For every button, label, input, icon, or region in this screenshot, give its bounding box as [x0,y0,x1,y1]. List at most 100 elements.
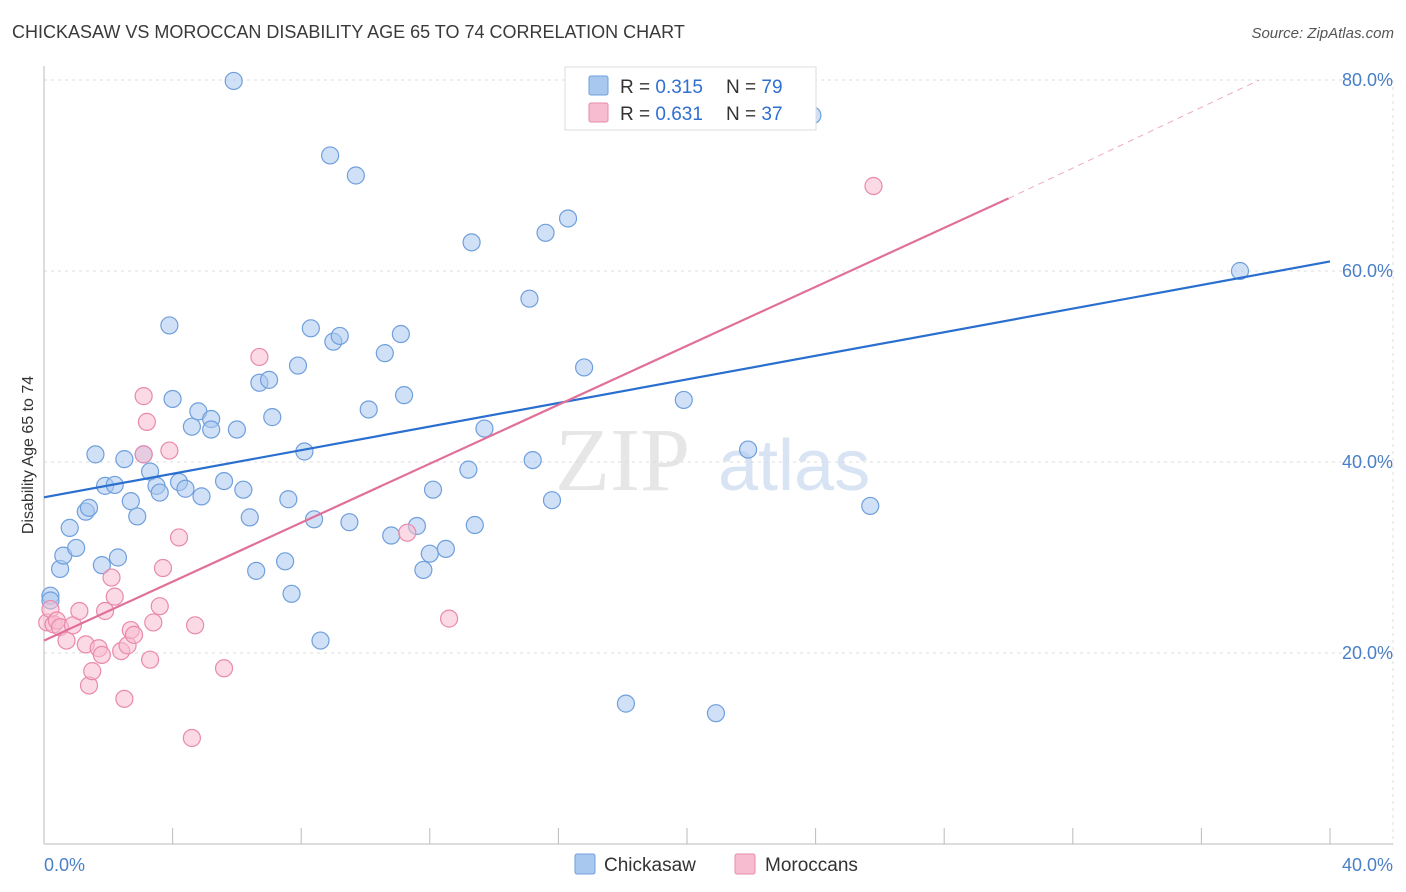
point-chickasaw [359,400,378,419]
y-tick-label: 40.0% [1342,452,1393,472]
point-chickasaw [340,513,359,532]
point-chickasaw [259,370,279,389]
point-chickasaw [575,358,594,377]
point-moroccans [439,609,459,628]
legend-n-label: N = [726,104,761,125]
point-chickasaw [542,491,562,510]
bottom-legend-swatch-chickasaw [574,853,596,875]
legend-n-label: N = [726,77,761,98]
point-moroccans [57,631,76,650]
point-moroccans [140,650,160,669]
x-tick-label-max: 40.0% [1342,855,1393,875]
bottom-legend-swatch-moroccans [734,853,756,875]
point-moroccans [182,728,201,748]
point-chickasaw [60,518,79,537]
series-moroccans-points [38,176,883,748]
point-moroccans [83,662,102,681]
y-tick-labels: 20.0% 40.0% 60.0% 80.0% [1342,70,1393,663]
trend-line-extension-moroccans [1008,79,1260,199]
point-chickasaw [311,631,330,650]
point-moroccans [150,597,169,616]
point-moroccans [864,176,883,196]
point-chickasaw [214,472,234,491]
legend-r-label: R = [620,77,655,98]
point-moroccans [250,347,269,367]
point-chickasaw [616,694,636,713]
x-tick-label-min: 0.0% [44,855,85,875]
point-chickasaw [321,146,340,165]
point-chickasaw [520,289,539,308]
point-chickasaw [436,539,455,559]
series-legend: Chickasaw Moroccans [574,853,858,876]
point-moroccans [144,613,163,632]
series-chickasaw-points [41,71,1250,723]
point-chickasaw [279,490,298,509]
point-chickasaw [160,316,179,335]
point-chickasaw [176,479,195,498]
point-chickasaw [276,552,295,571]
point-chickasaw [706,704,726,723]
y-tick-label: 80.0% [1342,70,1393,90]
point-chickasaw [240,508,259,527]
legend-r-label: R = [620,104,655,125]
point-chickasaw [420,544,439,563]
point-chickasaw [558,209,578,228]
trend-lines [43,79,1331,642]
point-chickasaw [1230,261,1250,281]
point-chickasaw [330,326,349,346]
legend-n-moroccans: N = 37 [726,104,783,125]
point-chickasaw [462,233,481,252]
point-chickasaw [92,556,111,575]
point-chickasaw [128,507,147,526]
point-chickasaw [192,487,211,506]
point-chickasaw [86,445,105,464]
point-chickasaw [263,408,282,427]
legend-swatch-moroccans [588,102,609,123]
source-label: Source: ZipAtlas.com [1251,25,1394,42]
point-chickasaw [67,538,86,558]
legend-r-value-chickasaw: 0.315 [655,77,703,98]
point-chickasaw [301,319,320,338]
point-chickasaw [423,480,443,499]
point-chickasaw [150,483,169,502]
point-moroccans [134,445,153,464]
x-tick-labels: 0.0% 40.0% [44,855,1393,875]
point-chickasaw [202,420,221,439]
point-moroccans [153,558,173,578]
point-chickasaw [475,419,494,438]
point-moroccans [137,412,156,431]
point-chickasaw [288,356,308,375]
point-chickasaw [738,440,758,459]
grid-lines [44,79,1394,844]
chart-title: CHICKASAW VS MOROCCAN DISABILITY AGE 65 … [12,22,685,42]
point-chickasaw [163,389,182,409]
point-chickasaw [861,496,880,516]
point-chickasaw [536,223,555,242]
point-chickasaw [282,584,301,603]
y-axis-label: Disability Age 65 to 74 [20,376,37,534]
stats-legend: R = 0.315 N = 79 R = 0.631 N = 37 [564,66,817,131]
point-chickasaw [108,548,128,567]
point-chickasaw [459,460,478,479]
legend-r-value-moroccans: 0.631 [655,104,703,125]
trend-line-moroccans [43,197,1009,642]
point-moroccans [92,645,111,665]
point-chickasaw [79,498,99,517]
axes [43,66,1393,845]
point-chickasaw [391,324,410,344]
y-tick-label: 60.0% [1342,261,1393,281]
legend-n-value-moroccans: 37 [761,104,782,125]
point-chickasaw [247,561,266,580]
point-chickasaw [674,390,693,410]
bottom-legend-label-chickasaw: Chickasaw [604,855,696,876]
point-chickasaw [224,71,243,91]
watermark-zip: ZIP [555,411,690,510]
legend-swatch-chickasaw [588,75,609,96]
point-moroccans [70,601,89,621]
point-chickasaw [121,492,140,511]
point-moroccans [160,441,179,460]
point-chickasaw [227,420,246,439]
point-chickasaw [234,480,253,499]
bottom-legend-label-moroccans: Moroccans [765,855,858,876]
